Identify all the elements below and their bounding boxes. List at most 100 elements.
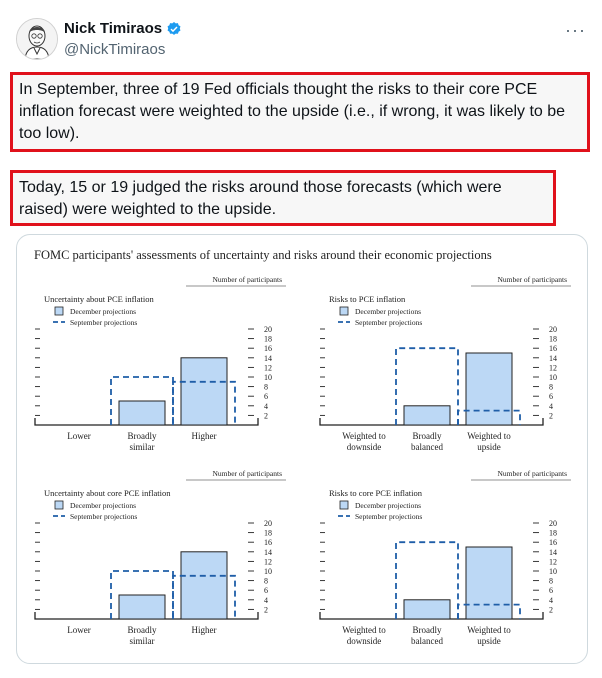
category-label-1: Lower — [67, 625, 91, 635]
bar-december-3 — [180, 357, 228, 426]
category-label-line: Broadly — [413, 625, 442, 635]
legend-label-december: December projections — [70, 307, 136, 316]
author-name-text[interactable]: Nick Timiraos — [64, 20, 163, 37]
y-tick-label-18: 18 — [264, 335, 272, 344]
avatar[interactable] — [16, 18, 58, 60]
chart-panel-4: Number of participants Risks to core PCE … — [319, 469, 571, 646]
y-tick-label-2: 2 — [264, 605, 268, 614]
y-tick-label-4: 4 — [264, 596, 268, 605]
category-label-line: similar — [130, 442, 155, 452]
highlighted-paragraph-2: Today, 15 or 19 judged the risks around … — [10, 170, 556, 226]
category-label-1: Weighted to downside — [342, 431, 386, 452]
category-label-line: balanced — [411, 636, 443, 646]
y-tick-label-18: 18 — [549, 335, 557, 344]
legend-label-september: September projections — [355, 318, 422, 327]
bar-december-2 — [118, 594, 166, 620]
author-names: Nick Timiraos @NickTimiraos — [64, 20, 182, 58]
y-tick-label-4: 4 — [264, 402, 268, 411]
legend-label-september: September projections — [70, 318, 137, 327]
y-tick-label-8: 8 — [549, 577, 553, 586]
unit-label: Number of participants — [497, 275, 567, 284]
y-tick-label-2: 2 — [264, 411, 268, 420]
y-tick-label-16: 16 — [264, 344, 272, 353]
y-tick-label-12: 12 — [549, 557, 557, 566]
category-label-line: Weighted to — [342, 625, 386, 635]
y-tick-label-10: 10 — [264, 567, 272, 576]
category-label-line: upside — [477, 442, 501, 452]
figure-title: FOMC participants' assessments of uncert… — [34, 248, 492, 262]
legend-label-december: December projections — [355, 501, 421, 510]
author-handle[interactable]: @NickTimiraos — [64, 41, 166, 58]
chart-panel-2: Number of participants Risks to PCE infla… — [319, 275, 571, 452]
y-tick-label-6: 6 — [549, 586, 553, 595]
y-tick-label-18: 18 — [264, 529, 272, 538]
tweet-text-paragraph-1: In September, three of 19 Fed officials … — [19, 81, 566, 142]
category-label-line: downside — [347, 636, 382, 646]
fomc-figure: FOMC participants' assessments of uncert… — [34, 248, 571, 646]
avatar-illustration-icon — [17, 19, 57, 59]
bar-september-3 — [172, 380, 236, 425]
y-tick-label-16: 16 — [549, 344, 557, 353]
category-label-line: Higher — [192, 625, 217, 635]
y-tick-label-14: 14 — [549, 354, 557, 363]
legend-swatch-december — [339, 500, 349, 510]
category-label-line: Higher — [192, 431, 217, 441]
legend-label-september: September projections — [355, 512, 422, 521]
category-label-2: Broadly similar — [128, 431, 157, 452]
y-tick-label-20: 20 — [549, 519, 557, 528]
category-label-line: Weighted to — [467, 625, 511, 635]
y-tick-label-2: 2 — [549, 605, 553, 614]
y-tick-label-2: 2 — [549, 411, 553, 420]
category-label-line: Broadly — [128, 431, 157, 441]
category-label-line: Broadly — [413, 431, 442, 441]
category-label-line: Broadly — [128, 625, 157, 635]
y-tick-label-18: 18 — [549, 529, 557, 538]
y-tick-label-10: 10 — [264, 373, 272, 382]
y-tick-label-14: 14 — [264, 354, 272, 363]
y-tick-label-6: 6 — [264, 586, 268, 595]
panel-title: Uncertainty about core PCE inflation — [44, 488, 171, 498]
unit-label: Number of participants — [497, 469, 567, 478]
panel-title: Uncertainty about PCE inflation — [44, 294, 155, 304]
panel-title: Risks to PCE inflation — [329, 294, 406, 304]
category-label-line: balanced — [411, 442, 443, 452]
category-label-1: Lower — [67, 431, 91, 441]
legend-swatch-december — [54, 306, 64, 316]
verified-badge-icon — [167, 21, 181, 35]
bar-december-3 — [180, 551, 228, 620]
category-label-2: Broadly balanced — [411, 431, 443, 452]
y-tick-label-8: 8 — [264, 577, 268, 586]
y-tick-label-12: 12 — [264, 363, 272, 372]
bar-december-2 — [118, 400, 166, 426]
author-display-name[interactable]: Nick Timiraos — [64, 20, 182, 37]
bar-december-2 — [403, 405, 451, 426]
category-label-3: Higher — [192, 625, 217, 635]
y-tick-label-20: 20 — [264, 519, 272, 528]
y-tick-label-8: 8 — [264, 383, 268, 392]
y-tick-label-20: 20 — [264, 325, 272, 334]
y-tick-label-14: 14 — [549, 548, 557, 557]
unit-label: Number of participants — [212, 469, 282, 478]
attached-chart-image[interactable]: FOMC participants' assessments of uncert… — [16, 234, 588, 664]
category-label-3: Weighted to upside — [467, 625, 511, 646]
more-options-icon[interactable]: ··· — [565, 20, 586, 40]
panel-title: Risks to core PCE inflation — [329, 488, 423, 498]
legend-label-september: September projections — [70, 512, 137, 521]
bar-december-2 — [403, 599, 451, 620]
post-header: Nick Timiraos @NickTimiraos ··· — [16, 14, 586, 64]
y-tick-label-8: 8 — [549, 383, 553, 392]
chart-panel-3: Number of participants Uncertainty about … — [34, 469, 286, 646]
y-tick-label-14: 14 — [264, 548, 272, 557]
unit-label: Number of participants — [212, 275, 282, 284]
y-tick-label-10: 10 — [549, 373, 557, 382]
category-label-2: Broadly similar — [128, 625, 157, 646]
y-tick-label-4: 4 — [549, 402, 553, 411]
y-tick-label-4: 4 — [549, 596, 553, 605]
y-tick-label-6: 6 — [549, 392, 553, 401]
category-label-line: downside — [347, 442, 382, 452]
category-label-line: upside — [477, 636, 501, 646]
category-label-2: Broadly balanced — [411, 625, 443, 646]
chart-panel-1: Number of participants Uncertainty about … — [34, 275, 286, 452]
bar-september-3 — [172, 574, 236, 619]
category-label-line: similar — [130, 636, 155, 646]
